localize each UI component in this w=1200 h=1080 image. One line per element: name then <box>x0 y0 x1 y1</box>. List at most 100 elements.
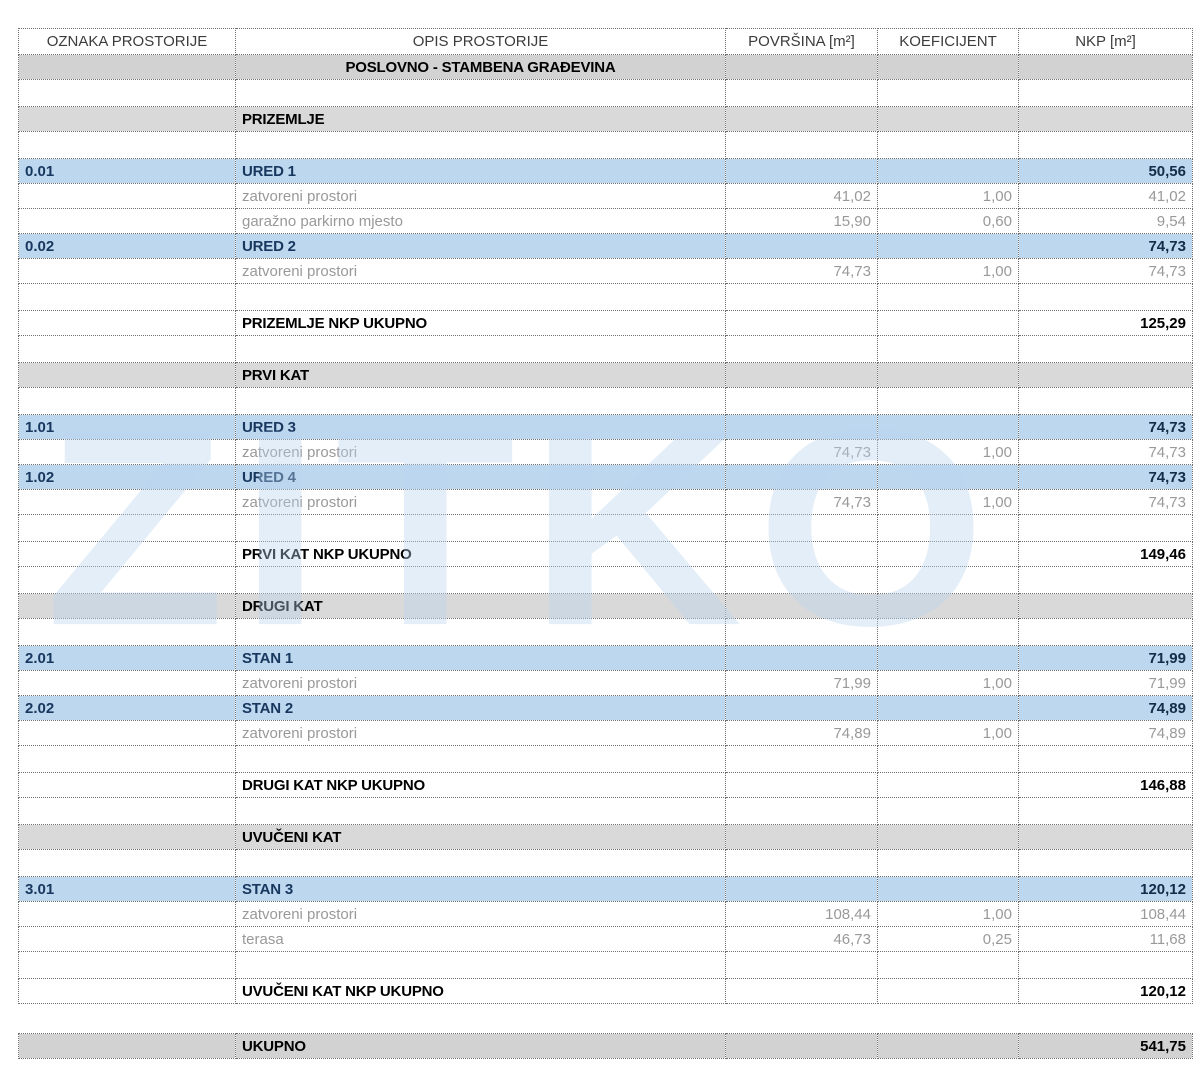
cell-nkp <box>1018 566 1193 594</box>
cell-oznaka: 0.01 <box>18 158 236 184</box>
cell-povrsina <box>725 645 878 671</box>
cell-povrsina: 74,73 <box>725 258 878 284</box>
column-header-povrsina: POVRŠINA [m²] <box>725 28 878 55</box>
cell-nkp <box>1018 593 1193 619</box>
cell-opis: zatvoreni prostori <box>235 258 726 284</box>
table-row-section: PRIZEMLJE <box>18 106 1193 132</box>
cell-oznaka <box>18 618 236 646</box>
cell-nkp: 125,29 <box>1018 310 1193 336</box>
table-row-item: 3.01 STAN 3 120,12 <box>18 876 1193 902</box>
table-row-empty <box>18 745 1193 773</box>
table-row-empty <box>18 387 1193 415</box>
cell-povrsina <box>725 541 878 567</box>
cell-povrsina <box>725 106 878 132</box>
cell-nkp <box>1018 824 1193 850</box>
cell-opis <box>235 514 726 542</box>
table-row-empty <box>18 566 1193 594</box>
cell-povrsina <box>725 464 878 490</box>
spacer-cell <box>18 1003 1193 1034</box>
cell-opis <box>235 283 726 311</box>
cell-opis: zatvoreni prostori <box>235 720 726 746</box>
cell-povrsina <box>725 158 878 184</box>
cell-nkp: 11,68 <box>1018 926 1193 952</box>
cell-koeficijent <box>877 54 1019 80</box>
cell-koeficijent <box>877 876 1019 902</box>
table-row-empty <box>18 335 1193 363</box>
cell-povrsina <box>725 79 878 107</box>
cell-povrsina <box>725 362 878 388</box>
header-row: OZNAKA PROSTORIJE OPIS PROSTORIJE POVRŠI… <box>18 28 1193 55</box>
cell-koeficijent: 1,00 <box>877 901 1019 927</box>
cell-koeficijent <box>877 645 1019 671</box>
cell-nkp: 74,73 <box>1018 489 1193 515</box>
cell-opis: PRIZEMLJE NKP UKUPNO <box>235 310 726 336</box>
cell-oznaka: 3.01 <box>18 876 236 902</box>
cell-koeficijent: 0,25 <box>877 926 1019 952</box>
table-row-item: 0.02 URED 2 74,73 <box>18 233 1193 259</box>
cell-oznaka <box>18 593 236 619</box>
table-row-item: 1.01 URED 3 74,73 <box>18 414 1193 440</box>
cell-opis <box>235 849 726 877</box>
cell-koeficijent <box>877 797 1019 825</box>
cell-povrsina: 71,99 <box>725 670 878 696</box>
cell-povrsina <box>725 283 878 311</box>
cell-koeficijent <box>877 106 1019 132</box>
table-row-item: 0.01 URED 1 50,56 <box>18 158 1193 184</box>
cell-povrsina <box>725 745 878 773</box>
cell-oznaka <box>18 439 236 465</box>
cell-koeficijent: 1,00 <box>877 489 1019 515</box>
table-row-detail: zatvoreni prostori 74,89 1,00 74,89 <box>18 720 1193 746</box>
column-header-koeficijent: KOEFICIJENT <box>877 28 1019 55</box>
cell-oznaka <box>18 720 236 746</box>
cell-nkp: 74,73 <box>1018 258 1193 284</box>
cell-koeficijent <box>877 464 1019 490</box>
cell-opis <box>235 797 726 825</box>
cell-oznaka: 2.02 <box>18 695 236 721</box>
cell-nkp: 74,73 <box>1018 464 1193 490</box>
cell-nkp: 50,56 <box>1018 158 1193 184</box>
cell-koeficijent <box>877 79 1019 107</box>
cell-oznaka <box>18 978 236 1004</box>
cell-koeficijent: 1,00 <box>877 439 1019 465</box>
cell-povrsina <box>725 566 878 594</box>
cell-koeficijent <box>877 824 1019 850</box>
cell-opis: URED 4 <box>235 464 726 490</box>
cell-oznaka <box>18 208 236 234</box>
cell-opis: zatvoreni prostori <box>235 439 726 465</box>
cell-nkp: 149,46 <box>1018 541 1193 567</box>
cell-opis: UVUČENI KAT NKP UKUPNO <box>235 978 726 1004</box>
cell-oznaka <box>18 79 236 107</box>
column-header-opis-prostorije: OPIS PROSTORIJE <box>235 28 726 55</box>
table-row-total: PRVI KAT NKP UKUPNO 149,46 <box>18 541 1193 567</box>
cell-opis: URED 3 <box>235 414 726 440</box>
table-row-empty <box>18 797 1193 825</box>
cell-povrsina: 74,89 <box>725 720 878 746</box>
table-header: OZNAKA PROSTORIJE OPIS PROSTORIJE POVRŠI… <box>18 28 1193 55</box>
cell-nkp <box>1018 362 1193 388</box>
table-row-item: 1.02 URED 4 74,73 <box>18 464 1193 490</box>
cell-nkp <box>1018 849 1193 877</box>
cell-povrsina <box>725 514 878 542</box>
cell-koeficijent <box>877 158 1019 184</box>
cell-oznaka <box>18 335 236 363</box>
cell-povrsina <box>725 824 878 850</box>
cell-oznaka <box>18 849 236 877</box>
cell-opis: zatvoreni prostori <box>235 489 726 515</box>
cell-koeficijent <box>877 618 1019 646</box>
cell-nkp <box>1018 951 1193 979</box>
table-row-section: UVUČENI KAT <box>18 824 1193 850</box>
table-row-detail: zatvoreni prostori 74,73 1,00 74,73 <box>18 439 1193 465</box>
cell-koeficijent: 0,60 <box>877 208 1019 234</box>
cell-povrsina <box>725 797 878 825</box>
cell-opis: PRVI KAT <box>235 362 726 388</box>
cell-opis: POSLOVNO - STAMBENA GRAĐEVINA <box>235 54 726 80</box>
cell-koeficijent <box>877 414 1019 440</box>
cell-koeficijent <box>877 514 1019 542</box>
cell-povrsina <box>725 618 878 646</box>
cell-opis <box>235 951 726 979</box>
cell-oznaka <box>18 1033 236 1059</box>
cell-oznaka: 0.02 <box>18 233 236 259</box>
table-row-detail: terasa 46,73 0,25 11,68 <box>18 926 1193 952</box>
cell-nkp: 41,02 <box>1018 183 1193 209</box>
cell-koeficijent: 1,00 <box>877 183 1019 209</box>
